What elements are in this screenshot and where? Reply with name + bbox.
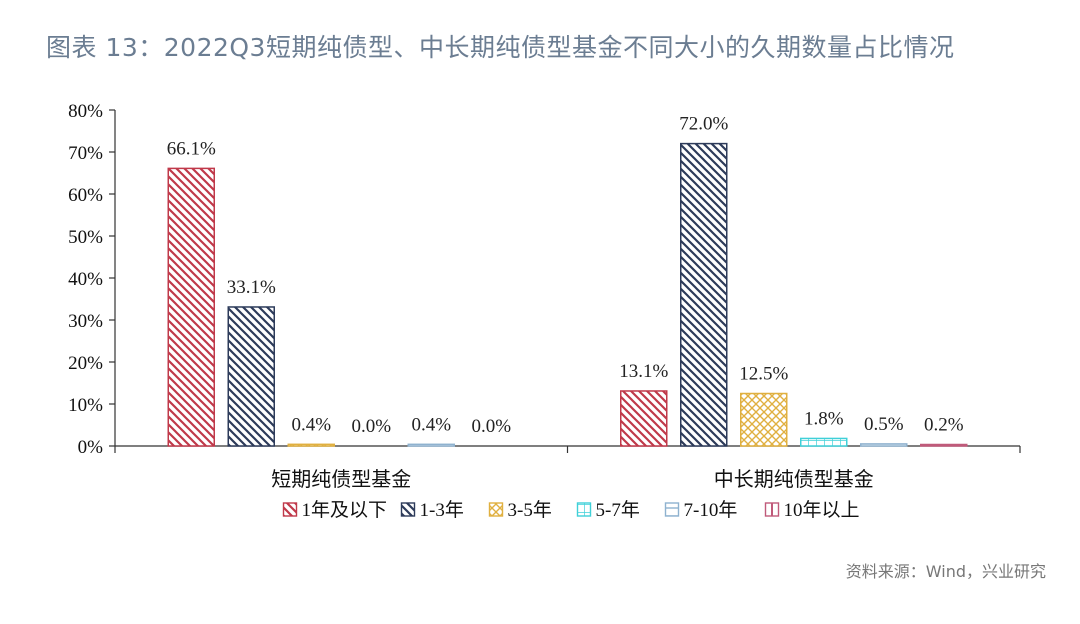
bar	[620, 390, 668, 447]
legend-label: 1年及以下	[302, 499, 388, 521]
y-tick-label: 50%	[68, 227, 103, 248]
data-label: 0.4%	[291, 414, 331, 435]
bar	[860, 443, 908, 447]
chart-bars	[167, 142, 968, 447]
bar	[920, 443, 968, 447]
y-tick-label: 30%	[68, 311, 103, 332]
legend-item: 7-10年	[664, 499, 738, 521]
chart-axes: 0% 10% 20% 30% 40% 50% 60% 70% 80% 短期纯债型基金 中长期纯债型基…	[68, 101, 1021, 491]
bar	[167, 167, 215, 447]
bar	[287, 443, 335, 447]
legend-swatch	[576, 502, 592, 517]
bar-chart: 0% 10% 20% 30% 40% 50% 60% 70% 80% 短期纯债型基金 中长期纯债型基…	[68, 101, 1021, 521]
legend-swatch	[664, 502, 680, 517]
data-label: 0.0%	[351, 416, 391, 437]
y-tick-label: 70%	[68, 143, 103, 164]
data-label: 72.0%	[679, 114, 728, 135]
y-tick-label: 40%	[68, 269, 103, 290]
data-label: 0.4%	[411, 414, 451, 435]
y-tick-label: 0%	[78, 437, 104, 458]
data-label: 33.1%	[227, 277, 276, 298]
legend-label: 7-10年	[684, 499, 738, 521]
bar	[680, 142, 728, 447]
legend-swatch	[400, 502, 416, 517]
x-category-label: 中长期纯债型基金	[714, 468, 874, 491]
x-category-label: 短期纯债型基金	[271, 468, 411, 491]
data-label: 0.0%	[471, 416, 511, 437]
bar	[740, 392, 788, 447]
bar	[407, 443, 455, 447]
legend-item: 5-7年	[576, 499, 640, 521]
y-tick-label: 60%	[68, 185, 103, 206]
legend-item: 1-3年	[400, 499, 464, 521]
y-tick-label: 80%	[68, 101, 103, 122]
chart-legend: 1年及以下 1-3年 3-5年 5-7年 7-10年 10年以上	[282, 499, 860, 521]
chart-data-labels: 66.1% 33.1% 0.4% 0.0% 0.4% 0.0% 13.1% 72.0% 12.5…	[167, 114, 964, 437]
legend-item: 3-5年	[488, 499, 552, 521]
legend-label: 5-7年	[596, 499, 640, 521]
data-label: 66.1%	[167, 138, 216, 159]
bar	[227, 306, 275, 447]
legend-swatch	[764, 502, 780, 517]
chart-title: 图表 13：2022Q3短期纯债型、中长期纯债型基金不同大小的久期数量占比情况	[46, 33, 955, 62]
legend-swatch	[488, 502, 504, 517]
legend-label: 10年以上	[784, 499, 860, 521]
legend-label: 3-5年	[508, 499, 552, 521]
y-tick-label: 10%	[68, 395, 103, 416]
data-label: 0.2%	[924, 415, 964, 436]
data-label: 12.5%	[739, 364, 788, 385]
legend-item: 1年及以下	[282, 499, 388, 521]
data-label: 13.1%	[619, 361, 668, 382]
legend-item: 10年以上	[764, 499, 860, 521]
data-label: 0.5%	[864, 414, 904, 435]
legend-swatch	[282, 502, 298, 517]
y-tick-label: 20%	[68, 353, 103, 374]
source-note: 资料来源：Wind，兴业研究	[845, 562, 1046, 581]
data-label: 1.8%	[804, 408, 844, 429]
bar	[800, 437, 848, 447]
legend-label: 1-3年	[420, 499, 464, 521]
